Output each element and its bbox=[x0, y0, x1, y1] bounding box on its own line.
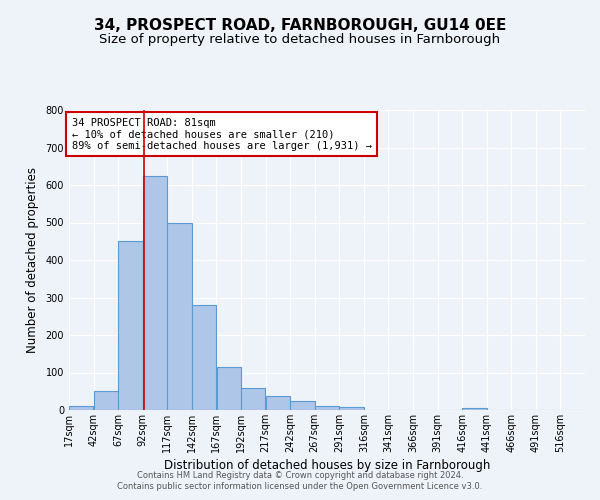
Text: 34, PROSPECT ROAD, FARNBOROUGH, GU14 0EE: 34, PROSPECT ROAD, FARNBOROUGH, GU14 0EE bbox=[94, 18, 506, 32]
Bar bbox=[167, 222, 192, 410]
X-axis label: Distribution of detached houses by size in Farnborough: Distribution of detached houses by size … bbox=[164, 459, 490, 472]
Bar bbox=[340, 407, 364, 410]
Bar bbox=[266, 396, 290, 410]
Text: Size of property relative to detached houses in Farnborough: Size of property relative to detached ho… bbox=[100, 32, 500, 46]
Bar bbox=[118, 242, 143, 410]
Bar bbox=[290, 400, 314, 410]
Bar bbox=[315, 406, 339, 410]
Bar bbox=[241, 388, 265, 410]
Bar bbox=[217, 367, 241, 410]
Y-axis label: Number of detached properties: Number of detached properties bbox=[26, 167, 38, 353]
Text: Contains public sector information licensed under the Open Government Licence v3: Contains public sector information licen… bbox=[118, 482, 482, 491]
Bar bbox=[192, 305, 217, 410]
Text: 34 PROSPECT ROAD: 81sqm
← 10% of detached houses are smaller (210)
89% of semi-d: 34 PROSPECT ROAD: 81sqm ← 10% of detache… bbox=[71, 118, 371, 150]
Bar bbox=[94, 391, 118, 410]
Text: Contains HM Land Registry data © Crown copyright and database right 2024.: Contains HM Land Registry data © Crown c… bbox=[137, 471, 463, 480]
Bar bbox=[69, 406, 94, 410]
Bar bbox=[143, 176, 167, 410]
Bar bbox=[462, 408, 487, 410]
